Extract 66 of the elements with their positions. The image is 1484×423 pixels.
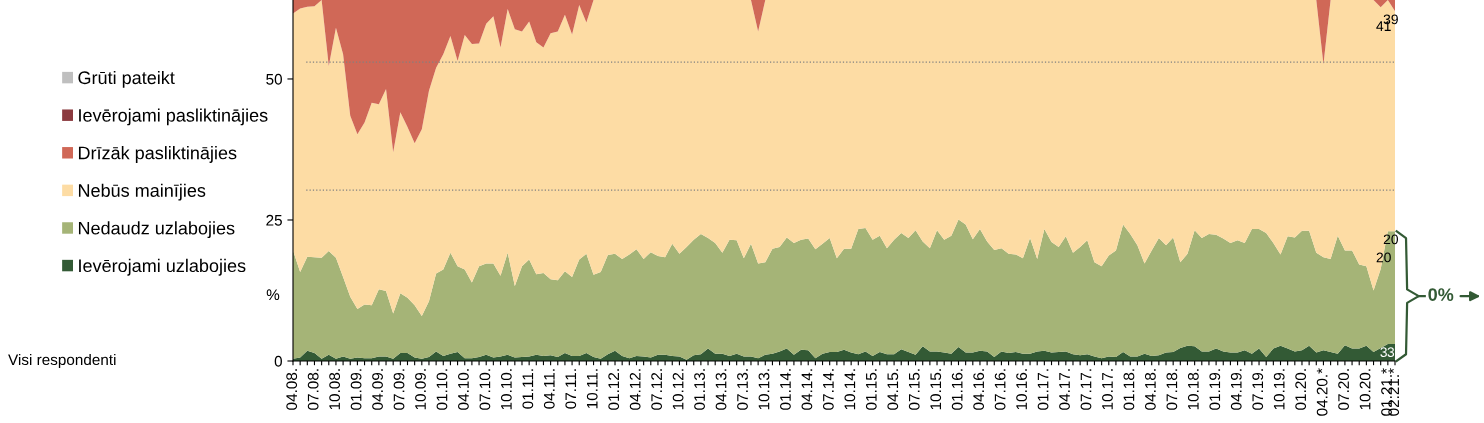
legend-label: Nebūs mainījies xyxy=(78,183,206,201)
legend-label: Grūti pateikt xyxy=(78,70,175,88)
x-tick-label: 07.13. xyxy=(737,369,748,410)
x-tick-label: 10.20. xyxy=(1359,369,1371,410)
x-tick-label: 10.15. xyxy=(930,369,942,410)
x-tick-label: 04.10. xyxy=(458,369,469,410)
text: Visi respondenti xyxy=(8,353,116,369)
x-tick-label: 04.08. xyxy=(286,369,298,410)
x-tick-label: 10.18. xyxy=(1187,369,1199,410)
x-tick-label: 01.11. xyxy=(522,369,534,409)
x-tick-label: 07.17. xyxy=(1080,369,1092,410)
x-tick-label: 10.12. xyxy=(672,369,684,410)
x-tick-label: 01.12. xyxy=(608,369,620,410)
x-tick-label: 01.14. xyxy=(780,369,791,410)
legend-label: Drīzāk pasliktinājies xyxy=(78,146,237,163)
x-tick-label: 07.12. xyxy=(651,369,663,410)
x-tick-label: 01.09. xyxy=(350,369,362,410)
x-tick-label: 04.18. xyxy=(1144,369,1156,410)
x-tick-label: 04.09. xyxy=(372,369,383,410)
legend-label: Ievērojami pasliktinājies xyxy=(79,108,268,126)
x-tick-label: 01.10. xyxy=(436,369,448,410)
x-tick-label: 04.20.* xyxy=(1316,368,1328,416)
x-tick-label: 10.11. xyxy=(586,369,598,409)
x-tick-label: 07.09. xyxy=(393,369,405,410)
data-label: 20 xyxy=(1376,252,1391,263)
y-tick-label: 25 xyxy=(266,214,282,226)
x-tick-label: 04.11. xyxy=(543,369,555,409)
x-tick-label: 10.08. xyxy=(329,369,341,410)
x-tick-label: 01.15. xyxy=(865,369,877,410)
x-tick-label: 10.09. xyxy=(415,369,426,410)
legend-label: Nedaudz uzlabojies xyxy=(78,221,235,239)
x-tick-label: 07.16. xyxy=(994,369,1006,410)
legend-label: Ievērojami uzlabojies xyxy=(79,258,246,276)
x-tick-label: 07.18. xyxy=(1166,369,1178,410)
x-tick-label: 10.13. xyxy=(758,369,770,410)
x-tick-label: 01.16. xyxy=(951,369,963,410)
x-tick-label: 07.15. xyxy=(908,369,920,410)
x-tick-label: 10.10. xyxy=(500,369,512,410)
x-tick-label: 07.19. xyxy=(1252,369,1264,410)
x-tick-label: 07.10. xyxy=(479,369,491,410)
y-axis-title: % xyxy=(266,289,280,301)
x-tick-label: 04.16. xyxy=(973,369,985,410)
x-tick-label: 10.14. xyxy=(844,369,856,410)
x-tick-label: 10.17. xyxy=(1102,369,1113,410)
text: 0% xyxy=(1428,288,1454,301)
x-tick-label: 01.20. xyxy=(1295,369,1307,410)
x-tick-label: 01.13. xyxy=(694,369,705,410)
x-tick-label: 07.08. xyxy=(307,369,319,410)
x-tick-label: 04.19. xyxy=(1230,369,1242,410)
x-tick-label: 07.20. xyxy=(1338,369,1350,410)
x-tick-label: 04.14. xyxy=(801,369,813,410)
x-tick-label: 04.12. xyxy=(629,369,641,410)
x-tick-label: 07.14. xyxy=(822,369,834,410)
data-label: 3 xyxy=(1380,347,1387,358)
x-tick-label: 01.17. xyxy=(1037,369,1049,410)
x-tick-label: 10.19. xyxy=(1273,369,1285,410)
y-tick-label: 0 xyxy=(274,355,282,367)
x-tick-label: 01.19. xyxy=(1209,369,1221,410)
x-tick-label: 04.15. xyxy=(887,369,899,410)
x-tick-label: 04.17. xyxy=(1059,369,1070,410)
x-tick-label: 07.11. xyxy=(565,369,577,409)
data-label: 3 xyxy=(1387,347,1395,358)
y-tick-label: 50 xyxy=(266,73,282,85)
x-tick-label: 01.18. xyxy=(1123,369,1135,410)
x-tick-label: 10.16. xyxy=(1016,369,1027,410)
x-tick-label: 04.13. xyxy=(715,369,727,410)
